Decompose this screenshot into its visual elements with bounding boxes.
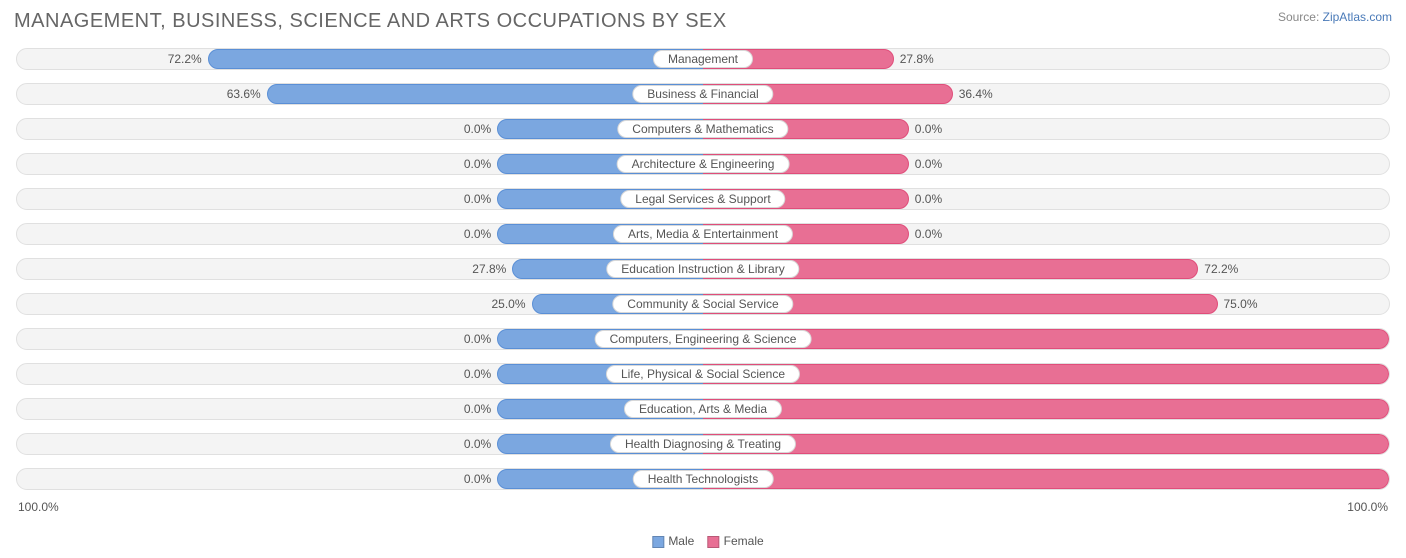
chart-row: Education Instruction & Library 27.8% 72.2…: [16, 255, 1390, 283]
chart-track: Community & Social Service 25.0% 75.0%: [16, 293, 1390, 315]
male-percent: 0.0%: [464, 472, 491, 486]
chart-row: Architecture & Engineering 0.0% 0.0%: [16, 150, 1390, 178]
chart-row: Arts, Media & Entertainment 0.0% 0.0%: [16, 220, 1390, 248]
chart-track: Computers & Mathematics 0.0% 0.0%: [16, 118, 1390, 140]
chart-row: Computers, Engineering & Science0.0%100.…: [16, 325, 1390, 353]
axis-right-label: 100.0%: [1347, 500, 1388, 514]
chart-track: Management 72.2% 27.8%: [16, 48, 1390, 70]
chart-row: Health Diagnosing & Treating0.0%100.0%: [16, 430, 1390, 458]
category-label: Education Instruction & Library: [606, 260, 799, 278]
legend-male-label: Male: [668, 534, 694, 548]
female-percent: 0.0%: [915, 227, 942, 241]
category-label: Architecture & Engineering: [617, 155, 790, 173]
female-bar: [703, 364, 1389, 384]
male-percent: 72.2%: [168, 52, 202, 66]
chart-track: Education, Arts & Media0.0%100.0%: [16, 398, 1390, 420]
female-percent: 27.8%: [900, 52, 934, 66]
male-percent: 0.0%: [464, 402, 491, 416]
female-percent: 0.0%: [915, 122, 942, 136]
female-percent: 0.0%: [915, 192, 942, 206]
category-label: Computers & Mathematics: [617, 120, 788, 138]
male-percent: 63.6%: [227, 87, 261, 101]
category-label: Health Technologists: [633, 470, 774, 488]
male-bar: [208, 49, 703, 69]
chart-row: Life, Physical & Social Science0.0%100.0…: [16, 360, 1390, 388]
chart-track: Arts, Media & Entertainment 0.0% 0.0%: [16, 223, 1390, 245]
male-percent: 27.8%: [472, 262, 506, 276]
source-value: ZipAtlas.com: [1323, 10, 1392, 24]
chart-row: Education, Arts & Media0.0%100.0%: [16, 395, 1390, 423]
axis-left-label: 100.0%: [18, 500, 59, 514]
category-label: Computers, Engineering & Science: [595, 330, 812, 348]
male-percent: 0.0%: [464, 157, 491, 171]
category-label: Life, Physical & Social Science: [606, 365, 800, 383]
legend: Male Female: [642, 534, 763, 548]
female-bar: [703, 399, 1389, 419]
source-attribution: Source: ZipAtlas.com: [1278, 10, 1392, 24]
male-percent: 25.0%: [491, 297, 525, 311]
legend-male-swatch: [652, 536, 664, 548]
axis-labels: 100.0% 100.0%: [14, 500, 1392, 514]
category-label: Health Diagnosing & Treating: [610, 435, 796, 453]
category-label: Community & Social Service: [612, 295, 793, 313]
chart-row: Legal Services & Support 0.0% 0.0%: [16, 185, 1390, 213]
chart-track: Legal Services & Support 0.0% 0.0%: [16, 188, 1390, 210]
category-label: Management: [653, 50, 753, 68]
chart-title: MANAGEMENT, BUSINESS, SCIENCE AND ARTS O…: [14, 10, 727, 33]
male-percent: 0.0%: [464, 227, 491, 241]
legend-female-swatch: [708, 536, 720, 548]
legend-female-label: Female: [724, 534, 764, 548]
chart-track: Education Instruction & Library 27.8% 72.2…: [16, 258, 1390, 280]
male-percent: 0.0%: [464, 367, 491, 381]
category-label: Arts, Media & Entertainment: [613, 225, 793, 243]
male-percent: 0.0%: [464, 332, 491, 346]
category-label: Business & Financial: [632, 85, 773, 103]
male-percent: 0.0%: [464, 192, 491, 206]
chart-track: Business & Financial 63.6% 36.4%: [16, 83, 1390, 105]
chart-area: Management 72.2% 27.8% Business & Financial…: [14, 45, 1392, 493]
male-percent: 0.0%: [464, 122, 491, 136]
chart-track: Health Diagnosing & Treating0.0%100.0%: [16, 433, 1390, 455]
chart-track: Health Technologists0.0%100.0%: [16, 468, 1390, 490]
chart-row: Management 72.2% 27.8%: [16, 45, 1390, 73]
category-label: Legal Services & Support: [620, 190, 785, 208]
chart-row: Computers & Mathematics 0.0% 0.0%: [16, 115, 1390, 143]
chart-track: Computers, Engineering & Science0.0%100.…: [16, 328, 1390, 350]
female-bar: [703, 469, 1389, 489]
chart-track: Architecture & Engineering 0.0% 0.0%: [16, 153, 1390, 175]
category-label: Education, Arts & Media: [624, 400, 782, 418]
chart-row: Community & Social Service 25.0% 75.0%: [16, 290, 1390, 318]
female-percent: 72.2%: [1204, 262, 1238, 276]
chart-row: Health Technologists0.0%100.0%: [16, 465, 1390, 493]
female-percent: 36.4%: [959, 87, 993, 101]
female-bar: [703, 434, 1389, 454]
chart-track: Life, Physical & Social Science0.0%100.0…: [16, 363, 1390, 385]
chart-row: Business & Financial 63.6% 36.4%: [16, 80, 1390, 108]
male-percent: 0.0%: [464, 437, 491, 451]
female-percent: 75.0%: [1224, 297, 1258, 311]
source-label: Source:: [1278, 10, 1319, 24]
female-percent: 0.0%: [915, 157, 942, 171]
chart-header: MANAGEMENT, BUSINESS, SCIENCE AND ARTS O…: [14, 10, 1392, 33]
